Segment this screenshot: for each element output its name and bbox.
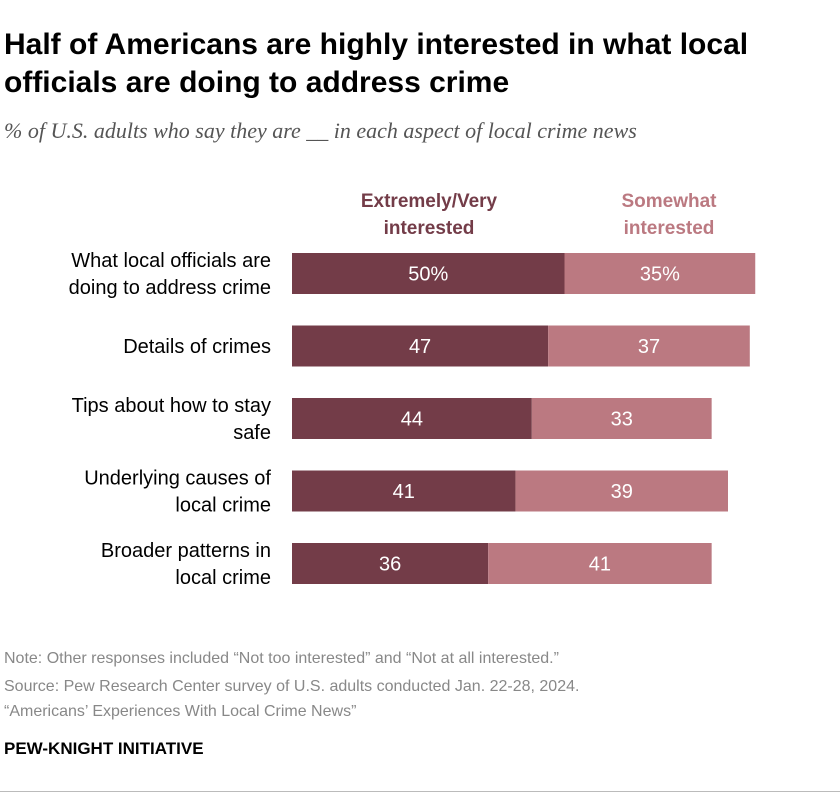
category-label: safe [233, 422, 271, 444]
bar-somewhat [564, 253, 756, 294]
bar-somewhat [515, 470, 728, 512]
brand-logo-text: PEW-KNIGHT INITIATIVE [4, 739, 204, 758]
stacked-bar-chart: Extremely/Very interested Somewhat interest… [69, 191, 756, 589]
category-label: local crime [175, 567, 271, 589]
bar-somewhat [531, 398, 712, 439]
bar-rows: What local officials are doing to address… [69, 250, 756, 589]
bar-row: Underlying causes of local crime 41 39 [84, 468, 728, 517]
bar-somewhat [548, 325, 750, 367]
data-label: 39 [611, 481, 633, 503]
category-label: What local officials are [71, 250, 271, 272]
bar-row: Broader patterns in local crime 36 41 [101, 540, 712, 589]
category-label: doing to address crime [69, 277, 271, 299]
bar-extremely-very [292, 398, 532, 439]
chart-subtitle: % of U.S. adults who say they are __ in … [4, 118, 637, 143]
bar-row: Details of crimes 47 37 [123, 325, 750, 367]
bar-somewhat [488, 543, 712, 584]
data-label: 47 [409, 336, 431, 358]
bar-row: Tips about how to stay safe 44 33 [72, 395, 712, 444]
legend-label-extremely-very: Extremely/Very [361, 191, 498, 212]
footnote-source: Source: Pew Research Center survey of U.… [4, 678, 580, 695]
data-label: 35% [640, 264, 680, 286]
legend-label-extremely-very: interested [384, 218, 475, 239]
data-label: 50% [408, 264, 448, 286]
legend-label-somewhat: Somewhat [621, 191, 717, 212]
category-label: Details of crimes [123, 336, 271, 358]
data-label: 41 [589, 554, 611, 576]
bar-extremely-very [292, 253, 565, 294]
data-label: 36 [379, 554, 401, 576]
category-label: local crime [175, 495, 271, 517]
bar-extremely-very [292, 325, 549, 367]
data-label: 37 [638, 336, 660, 358]
category-label: Broader patterns in [101, 540, 271, 562]
data-label: 33 [611, 409, 633, 431]
data-label: 41 [393, 481, 415, 503]
category-label: Tips about how to stay [72, 395, 271, 417]
footnote-report: “Americans’ Experiences With Local Crime… [4, 703, 357, 720]
chart-legend: Extremely/Very interested Somewhat interest… [361, 191, 717, 239]
bar-extremely-very [292, 543, 489, 584]
data-label: 44 [401, 409, 423, 431]
category-label: Underlying causes of [84, 468, 271, 490]
bar-row: What local officials are doing to address… [69, 250, 756, 299]
footnote-note: Note: Other responses included “Not too … [4, 650, 559, 667]
bar-extremely-very [292, 470, 516, 512]
chart-title: Half of Americans are highly interested … [4, 28, 749, 99]
legend-label-somewhat: interested [624, 218, 715, 239]
bottom-rule [0, 791, 840, 792]
